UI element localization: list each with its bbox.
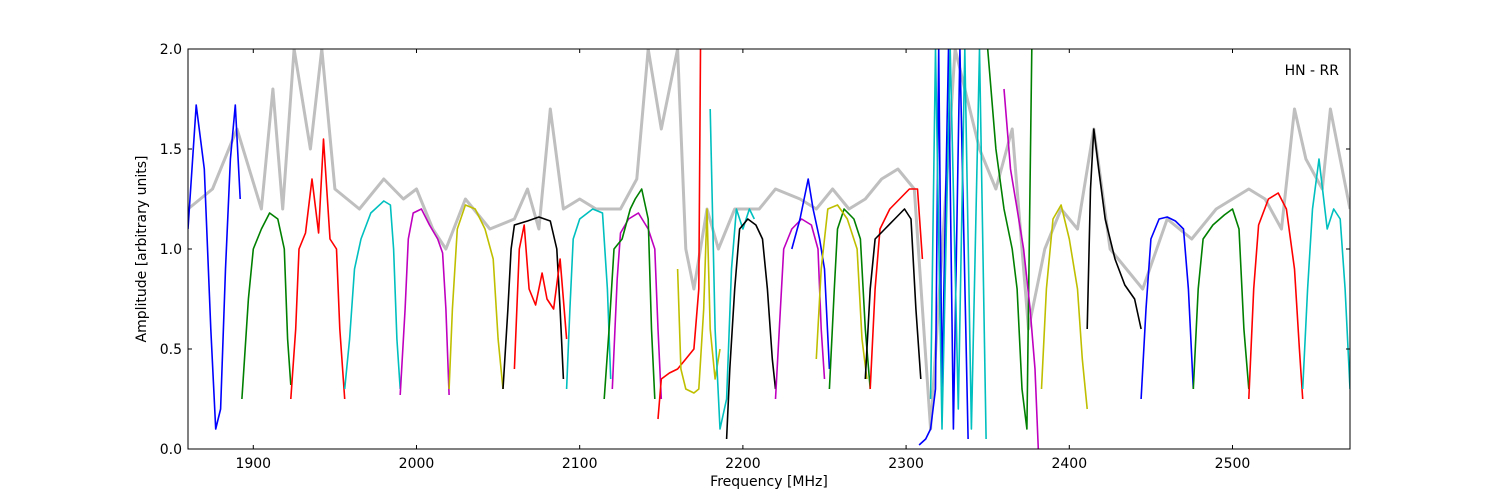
series-line-12 (657, 49, 702, 420)
envelope-line (188, 49, 1350, 431)
axis-ticks: 1900 2000 2100 2200 2300 2400 2500 0.0 0.5 1.0 1.5… (160, 42, 1350, 472)
plot-area (188, 49, 1350, 449)
series-line-3 (290, 138, 346, 400)
series-line-30 (1248, 192, 1304, 400)
y-tick-label: 0.0 (160, 442, 182, 458)
series-line-8 (513, 224, 568, 370)
x-tick-label: 2500 (1215, 456, 1251, 472)
series-line-23 (929, 49, 987, 440)
series-line-9 (565, 208, 612, 390)
chart-annotation: HN - RR (1285, 63, 1340, 79)
series-line-29 (1192, 208, 1250, 390)
x-tick-label: 2100 (562, 456, 598, 472)
series-line-20 (869, 188, 924, 390)
x-tick-label: 1900 (235, 456, 271, 472)
y-axis-label: Amplitude [arbitrary units] (134, 156, 150, 343)
series-line-7 (502, 216, 565, 390)
y-tick-label: 2.0 (160, 42, 182, 58)
series-line-27 (1086, 128, 1142, 330)
series-line-5 (399, 208, 450, 396)
y-tick-label: 1.0 (160, 242, 182, 258)
y-tick-label: 1.5 (160, 142, 182, 158)
series-line-1 (188, 104, 241, 430)
series-line-10 (611, 212, 663, 400)
x-tick-label: 2300 (888, 456, 924, 472)
series-line-17 (791, 178, 831, 370)
series-line-25 (1003, 88, 1040, 449)
series-line-21 (864, 208, 922, 380)
x-tick-label: 2400 (1051, 456, 1087, 472)
series-line-28 (1140, 216, 1195, 400)
series-line-18 (828, 208, 871, 390)
series-line-2 (241, 212, 292, 400)
x-tick-label: 2200 (725, 456, 761, 472)
series-line-24 (986, 49, 1033, 430)
series-line-22 (918, 49, 969, 446)
series-line-14 (709, 108, 756, 430)
y-tick-label: 0.5 (160, 342, 182, 358)
series-line-26 (1040, 204, 1088, 410)
series-line-13 (676, 208, 721, 394)
series-line-15 (725, 218, 777, 440)
series-line-31 (1301, 158, 1350, 390)
series-line-6 (448, 204, 504, 390)
x-axis-label: Frequency [MHz] (710, 474, 828, 490)
series-line-11 (603, 188, 656, 400)
x-tick-label: 2000 (399, 456, 435, 472)
series-line-19 (815, 204, 868, 380)
series-line-4 (343, 200, 401, 390)
